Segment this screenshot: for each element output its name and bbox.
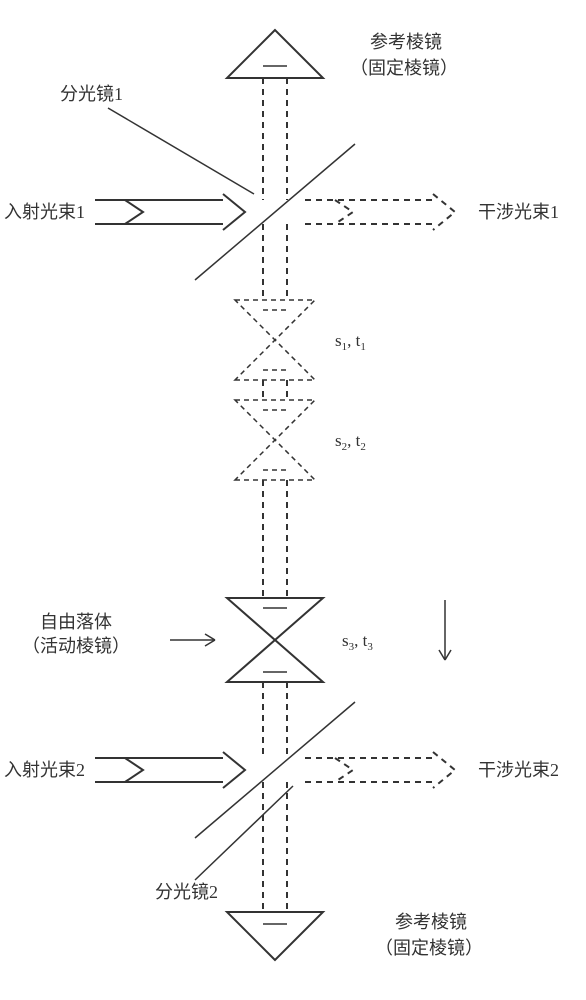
- freefall-arrow-icon: [170, 634, 215, 646]
- incident-1-label: 入射光束1: [4, 202, 85, 222]
- ref-prism-top-label-1: 参考棱镜: [370, 32, 442, 52]
- incident-beam-1: [95, 194, 245, 230]
- splitter-2-leader: [195, 786, 293, 880]
- interference-beam-2: [305, 752, 455, 788]
- pos3-label: s3, t3: [342, 631, 373, 653]
- freefall-label-1: 自由落体: [40, 612, 112, 632]
- beam-splitter-1: [195, 144, 355, 280]
- interference-2-label: 干涉光束2: [478, 760, 559, 780]
- falling-prism-position-2: [235, 400, 315, 480]
- splitter-1-leader: [108, 108, 254, 194]
- reference-prism-bottom: [227, 912, 323, 960]
- interference-1-label: 干涉光束1: [478, 202, 559, 222]
- falling-prism-position-1: [235, 300, 315, 380]
- freefall-label-2: （活动棱镜）: [22, 636, 130, 656]
- incident-beam-2: [95, 752, 245, 788]
- interference-beam-1: [305, 194, 455, 230]
- incident-2-label: 入射光束2: [4, 760, 85, 780]
- splitter-2-label: 分光镜2: [155, 882, 218, 902]
- falling-prism-position-3: [227, 598, 323, 682]
- beam-splitter-2: [195, 702, 355, 838]
- down-arrow-icon: [439, 600, 451, 660]
- ref-prism-top-label-2: （固定棱镜）: [350, 58, 458, 78]
- ref-prism-bot-label-1: 参考棱镜: [395, 912, 467, 932]
- splitter-1-label: 分光镜1: [60, 84, 123, 104]
- pos1-label: s1, t1: [335, 331, 366, 353]
- ref-prism-bot-label-2: （固定棱镜）: [375, 938, 483, 958]
- reference-prism-top: [227, 30, 323, 78]
- pos2-label: s2, t2: [335, 431, 366, 453]
